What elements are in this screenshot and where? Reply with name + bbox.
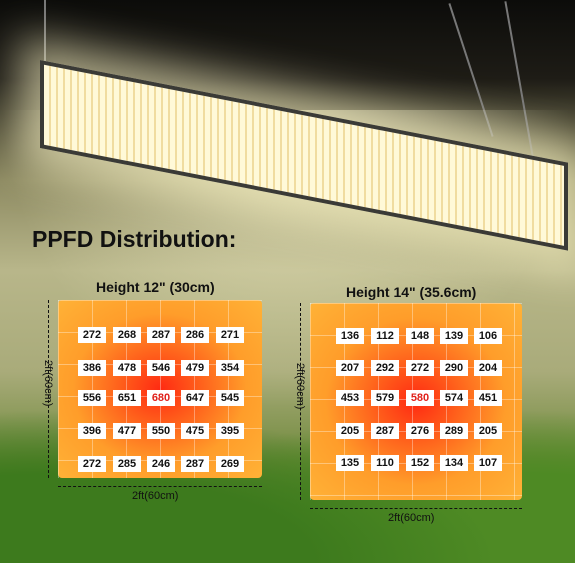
ppfd-value: 395 bbox=[216, 423, 244, 439]
bottom-label: 2ft(60cm) bbox=[132, 490, 179, 502]
ppfd-value: 246 bbox=[147, 456, 175, 472]
ppfd-value: 276 bbox=[406, 423, 434, 439]
dimension-line bbox=[310, 508, 522, 509]
ppfd-value: 152 bbox=[406, 455, 434, 471]
ppfd-value: 453 bbox=[336, 390, 364, 406]
ppfd-value: 680 bbox=[147, 390, 175, 406]
ppfd-value: 106 bbox=[474, 328, 502, 344]
ppfd-value: 286 bbox=[181, 327, 209, 343]
ppfd-value: 110 bbox=[371, 455, 399, 471]
ppfd-value: 272 bbox=[406, 360, 434, 376]
ppfd-value: 287 bbox=[371, 423, 399, 439]
ppfd-value: 550 bbox=[147, 423, 175, 439]
panel-heading: Height 12" (30cm) bbox=[96, 279, 215, 295]
ppfd-value: 287 bbox=[181, 456, 209, 472]
ppfd-value: 204 bbox=[474, 360, 502, 376]
ppfd-value: 287 bbox=[147, 327, 175, 343]
ppfd-value: 292 bbox=[371, 360, 399, 376]
ppfd-value: 478 bbox=[113, 360, 141, 376]
dimension-line bbox=[58, 486, 262, 487]
title: PPFD Distribution: bbox=[32, 226, 237, 252]
ppfd-value: 205 bbox=[474, 423, 502, 439]
ppfd-value: 396 bbox=[78, 423, 106, 439]
ppfd-value: 148 bbox=[406, 328, 434, 344]
ppfd-value: 205 bbox=[336, 423, 364, 439]
ppfd-value: 207 bbox=[336, 360, 364, 376]
dimension-line bbox=[48, 300, 49, 478]
side-label: 2ft(60cm) bbox=[294, 363, 306, 410]
ppfd-value: 354 bbox=[216, 360, 244, 376]
ppfd-value: 479 bbox=[181, 360, 209, 376]
ppfd-value: 580 bbox=[406, 390, 434, 406]
ppfd-value: 386 bbox=[78, 360, 106, 376]
ppfd-value: 139 bbox=[440, 328, 468, 344]
ppfd-value: 289 bbox=[440, 423, 468, 439]
ppfd-value: 651 bbox=[113, 390, 141, 406]
wire bbox=[44, 0, 46, 90]
ppfd-value: 107 bbox=[474, 455, 502, 471]
bottom-label: 2ft(60cm) bbox=[388, 512, 435, 524]
ppfd-value: 272 bbox=[78, 456, 106, 472]
ppfd-value: 135 bbox=[336, 455, 364, 471]
ppfd-value: 269 bbox=[216, 456, 244, 472]
ppfd-value: 546 bbox=[147, 360, 175, 376]
ppfd-value: 112 bbox=[371, 328, 399, 344]
ppfd-value: 268 bbox=[113, 327, 141, 343]
side-label: 2ft(60cm) bbox=[42, 360, 54, 407]
ppfd-value: 285 bbox=[113, 456, 141, 472]
ppfd-value: 451 bbox=[474, 390, 502, 406]
dimension-line bbox=[300, 303, 301, 500]
ppfd-value: 574 bbox=[440, 390, 468, 406]
ppfd-value: 579 bbox=[371, 390, 399, 406]
ppfd-value: 475 bbox=[181, 423, 209, 439]
ppfd-value: 290 bbox=[440, 360, 468, 376]
ppfd-value: 136 bbox=[336, 328, 364, 344]
ppfd-value: 556 bbox=[78, 390, 106, 406]
ppfd-value: 647 bbox=[181, 390, 209, 406]
ppfd-value: 134 bbox=[440, 455, 468, 471]
panel-heading: Height 14" (35.6cm) bbox=[346, 284, 477, 300]
ppfd-value: 477 bbox=[113, 423, 141, 439]
ppfd-value: 272 bbox=[78, 327, 106, 343]
ppfd-value: 545 bbox=[216, 390, 244, 406]
ppfd-value: 271 bbox=[216, 327, 244, 343]
